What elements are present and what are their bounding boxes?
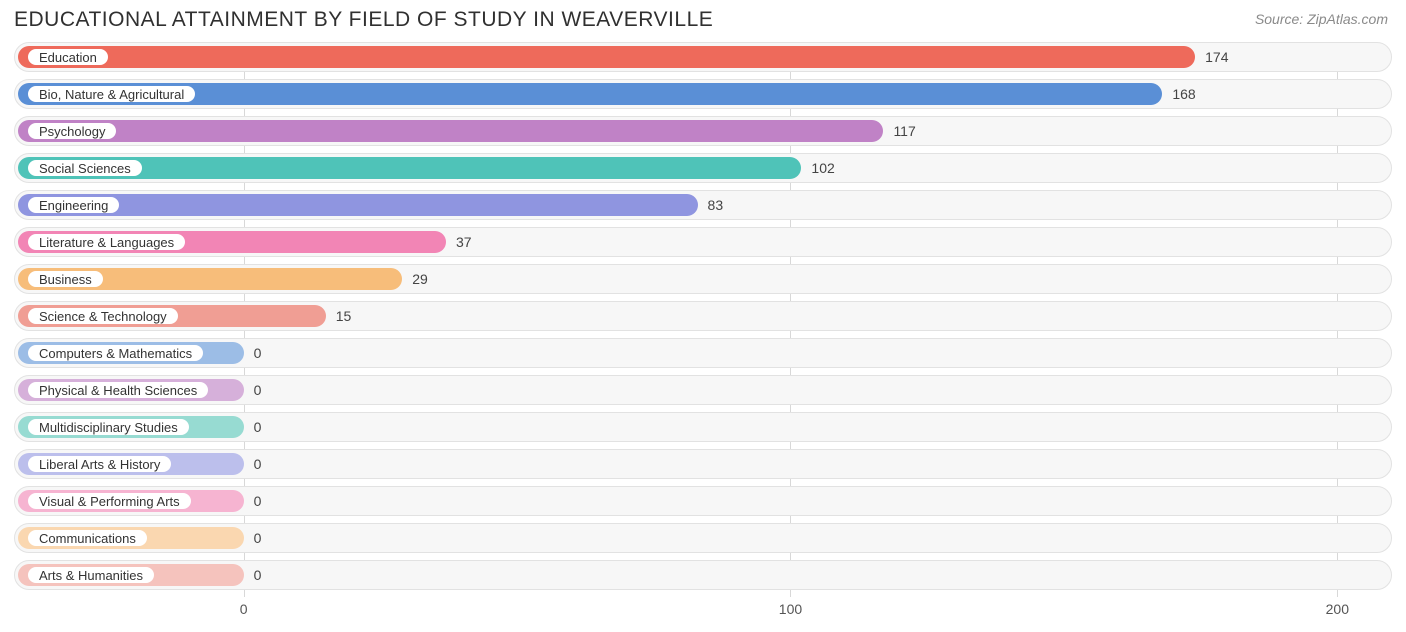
axis-tick: 0 — [240, 601, 248, 617]
category-pill: Liberal Arts & History — [26, 454, 173, 474]
bar-fill — [18, 120, 883, 142]
category-pill: Physical & Health Sciences — [26, 380, 210, 400]
bar-row: Business 29 — [14, 264, 1392, 294]
category-pill: Business — [26, 269, 105, 289]
value-label: 37 — [456, 227, 472, 257]
axis-tick: 100 — [779, 601, 802, 617]
bar-fill — [18, 46, 1195, 68]
bar-row: Computers & Mathematics 0 — [14, 338, 1392, 368]
value-label: 174 — [1205, 42, 1228, 72]
source-prefix: Source: — [1255, 11, 1307, 27]
category-pill: Bio, Nature & Agricultural — [26, 84, 197, 104]
category-pill: Social Sciences — [26, 158, 144, 178]
value-label: 0 — [254, 560, 262, 590]
value-label: 0 — [254, 449, 262, 479]
value-label: 83 — [708, 190, 724, 220]
bar-row: Arts & Humanities 0 — [14, 560, 1392, 590]
category-pill: Psychology — [26, 121, 118, 141]
chart-area: Education 174 Bio, Nature & Agricultural 16… — [0, 36, 1406, 627]
bar-row: Social Sciences 102 — [14, 153, 1392, 183]
value-label: 0 — [254, 523, 262, 553]
value-label: 102 — [811, 153, 834, 183]
category-pill: Science & Technology — [26, 306, 180, 326]
bar-row: Physical & Health Sciences 0 — [14, 375, 1392, 405]
value-label: 0 — [254, 412, 262, 442]
bar-row: Literature & Languages 37 — [14, 227, 1392, 257]
bar-row: Liberal Arts & History 0 — [14, 449, 1392, 479]
category-pill: Literature & Languages — [26, 232, 187, 252]
value-label: 117 — [893, 116, 915, 146]
source-name: ZipAtlas.com — [1307, 11, 1388, 27]
category-pill: Visual & Performing Arts — [26, 491, 193, 511]
category-pill: Communications — [26, 528, 149, 548]
value-label: 29 — [412, 264, 428, 294]
bar-row: Communications 0 — [14, 523, 1392, 553]
category-pill: Arts & Humanities — [26, 565, 156, 585]
value-label: 0 — [254, 375, 262, 405]
value-label: 0 — [254, 486, 262, 516]
bar-row: Engineering 83 — [14, 190, 1392, 220]
bar-row: Science & Technology 15 — [14, 301, 1392, 331]
value-label: 0 — [254, 338, 262, 368]
category-pill: Education — [26, 47, 110, 67]
category-pill: Computers & Mathematics — [26, 343, 205, 363]
bar-row: Education 174 — [14, 42, 1392, 72]
x-axis: 0 100 200 — [14, 597, 1392, 627]
chart-title: EDUCATIONAL ATTAINMENT BY FIELD OF STUDY… — [14, 8, 713, 32]
axis-tick: 200 — [1326, 601, 1349, 617]
bar-row: Bio, Nature & Agricultural 168 — [14, 79, 1392, 109]
value-label: 168 — [1172, 79, 1195, 109]
bar-plot: Education 174 Bio, Nature & Agricultural 16… — [14, 42, 1392, 590]
value-label: 15 — [336, 301, 352, 331]
bar-row: Multidisciplinary Studies 0 — [14, 412, 1392, 442]
source-attribution: Source: ZipAtlas.com — [1255, 8, 1388, 27]
bar-row: Psychology 117 — [14, 116, 1392, 146]
bar-row: Visual & Performing Arts 0 — [14, 486, 1392, 516]
category-pill: Multidisciplinary Studies — [26, 417, 191, 437]
category-pill: Engineering — [26, 195, 121, 215]
